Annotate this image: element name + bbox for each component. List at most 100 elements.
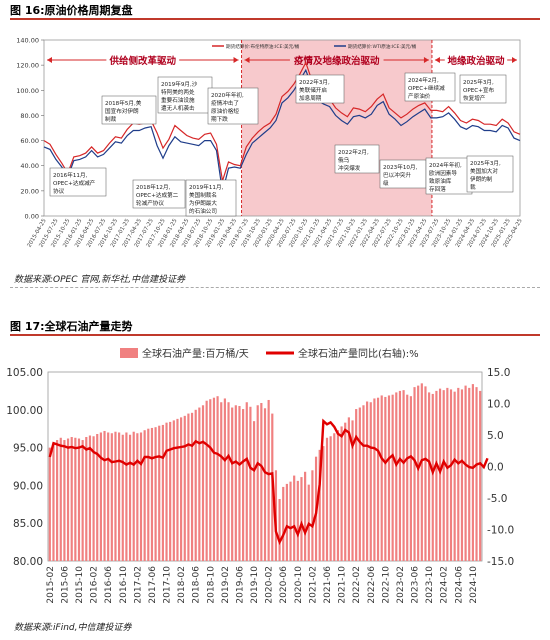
production-bar — [311, 470, 314, 561]
annotation-text: 2016年11月, — [53, 171, 88, 179]
annotation-text: 2024年2月, — [408, 76, 439, 84]
plot-frame — [43, 39, 521, 217]
annotation-text: 2018年12月, — [136, 183, 171, 191]
annotation-box — [425, 157, 473, 195]
production-bar — [336, 430, 340, 561]
y-left-tick-label: 90.00 — [13, 480, 43, 492]
production-bar — [296, 480, 299, 561]
production-bar — [165, 422, 168, 561]
annotation-text: 2023年10月, — [383, 163, 418, 171]
production-bar — [172, 420, 175, 561]
production-bar — [85, 437, 88, 561]
production-bar — [158, 425, 161, 561]
production-bar — [216, 396, 219, 561]
production-bar — [132, 431, 135, 561]
production-bar — [355, 409, 358, 561]
production-bar — [468, 387, 471, 561]
production-bar — [99, 432, 102, 561]
annotation-text: OPEC+达成减产 — [53, 179, 96, 187]
legend-label-bar: 全球石油产量:百万桶/天 — [142, 347, 249, 360]
x-tick-label: 2015-10 — [75, 566, 85, 604]
production-bar — [402, 390, 405, 561]
production-bar — [395, 392, 398, 561]
production-bar — [96, 433, 99, 561]
period-arrow-head — [512, 57, 517, 63]
production-bar — [223, 398, 226, 561]
x-tick-label: 2017-10 — [163, 566, 173, 604]
y-tick-label: 100.00 — [16, 87, 39, 95]
annotation-text: 2024年年初, — [429, 161, 462, 169]
x-tick-label: 2020-06 — [279, 566, 289, 604]
period-arrow-head — [244, 57, 250, 63]
period-label-bg — [106, 53, 180, 67]
x-tick-label: 2022-06 — [367, 566, 377, 604]
production-bar — [59, 437, 62, 561]
x-tick-label: 2023-02 — [396, 566, 406, 604]
x-tick-label: 2018-10 — [206, 566, 216, 604]
production-bar — [282, 486, 285, 561]
period-label-bg — [289, 53, 384, 67]
annotation-box — [49, 167, 107, 197]
series-line — [43, 68, 521, 193]
annotation-box — [379, 159, 427, 189]
production-bar — [128, 434, 132, 561]
production-bar — [234, 405, 237, 561]
production-bar — [409, 396, 412, 561]
production-bar — [373, 398, 376, 561]
annotation-text: 存回落 — [429, 185, 446, 193]
production-bar — [347, 417, 350, 561]
production-bar — [66, 438, 70, 561]
x-tick-label: 2015-02 — [46, 566, 56, 604]
fig2-title-rule — [10, 334, 540, 336]
annotation-text: 为伊朗最大 — [189, 199, 217, 207]
y-tick-label: 0.00 — [25, 213, 39, 221]
y-right-tick-label: -15.0 — [487, 556, 514, 568]
y-right-tick-label: -5.0 — [487, 493, 508, 505]
annotation-text: 轮减产协议 — [136, 199, 164, 207]
production-bar — [362, 405, 365, 561]
x-tick-label: 2019-10 — [250, 566, 260, 604]
production-bar — [180, 417, 183, 561]
fig1-title: 图 16:原油价格周期复盘 — [10, 4, 133, 17]
annotation-text: 疫情冲击了 — [211, 99, 239, 107]
x-tick-label: 2015-06 — [60, 566, 70, 604]
production-bar — [263, 408, 267, 561]
annotation-box — [466, 155, 514, 193]
annotation-text: OPEC+宣布 — [463, 86, 494, 94]
production-bar — [114, 431, 117, 561]
annotation-text: 美国加大对 — [470, 167, 498, 175]
annotation-text: 重要石油设施 — [161, 96, 195, 104]
annotation-box — [459, 74, 507, 104]
x-tick-label: 2023-10 — [425, 566, 435, 604]
production-bar — [187, 413, 190, 561]
production-bar — [245, 402, 248, 561]
x-tick-label: 2021-06 — [323, 566, 333, 604]
production-bar — [428, 392, 431, 561]
x-tick-label: 2022-02 — [352, 566, 362, 604]
production-bar — [201, 405, 205, 561]
annotation-text: 2019年11月, — [189, 183, 224, 191]
production-bar — [183, 415, 186, 561]
production-bar — [209, 399, 212, 561]
fig1-chart: 0.00 20.00 40.00 60.00 80.00 100.00 120.00 140.… — [16, 37, 524, 249]
period-arrow-head — [233, 57, 239, 63]
production-bar — [238, 406, 241, 561]
period-arrow-head — [47, 57, 52, 63]
legend-label-line: 全球石油产量同比(右轴):% — [298, 347, 419, 360]
production-bar — [220, 402, 223, 561]
production-bar — [358, 407, 361, 561]
production-bar — [70, 437, 73, 561]
legend-swatch-bar — [120, 348, 138, 358]
x-tick-label: 2016-06 — [104, 566, 114, 604]
production-bar — [475, 387, 478, 561]
x-tick-label: 2024-10 — [469, 566, 479, 604]
production-bar — [121, 434, 124, 561]
production-bar — [260, 402, 263, 561]
x-tick-label: 2024-06 — [454, 566, 464, 604]
production-bar — [325, 437, 329, 561]
annotation-text: 2022年2月, — [338, 148, 369, 156]
production-bar — [406, 394, 409, 561]
annotation-text: 遭无人机袭击 — [161, 104, 195, 112]
annotation-text: 制裁 — [105, 115, 117, 123]
production-bar — [479, 390, 482, 561]
